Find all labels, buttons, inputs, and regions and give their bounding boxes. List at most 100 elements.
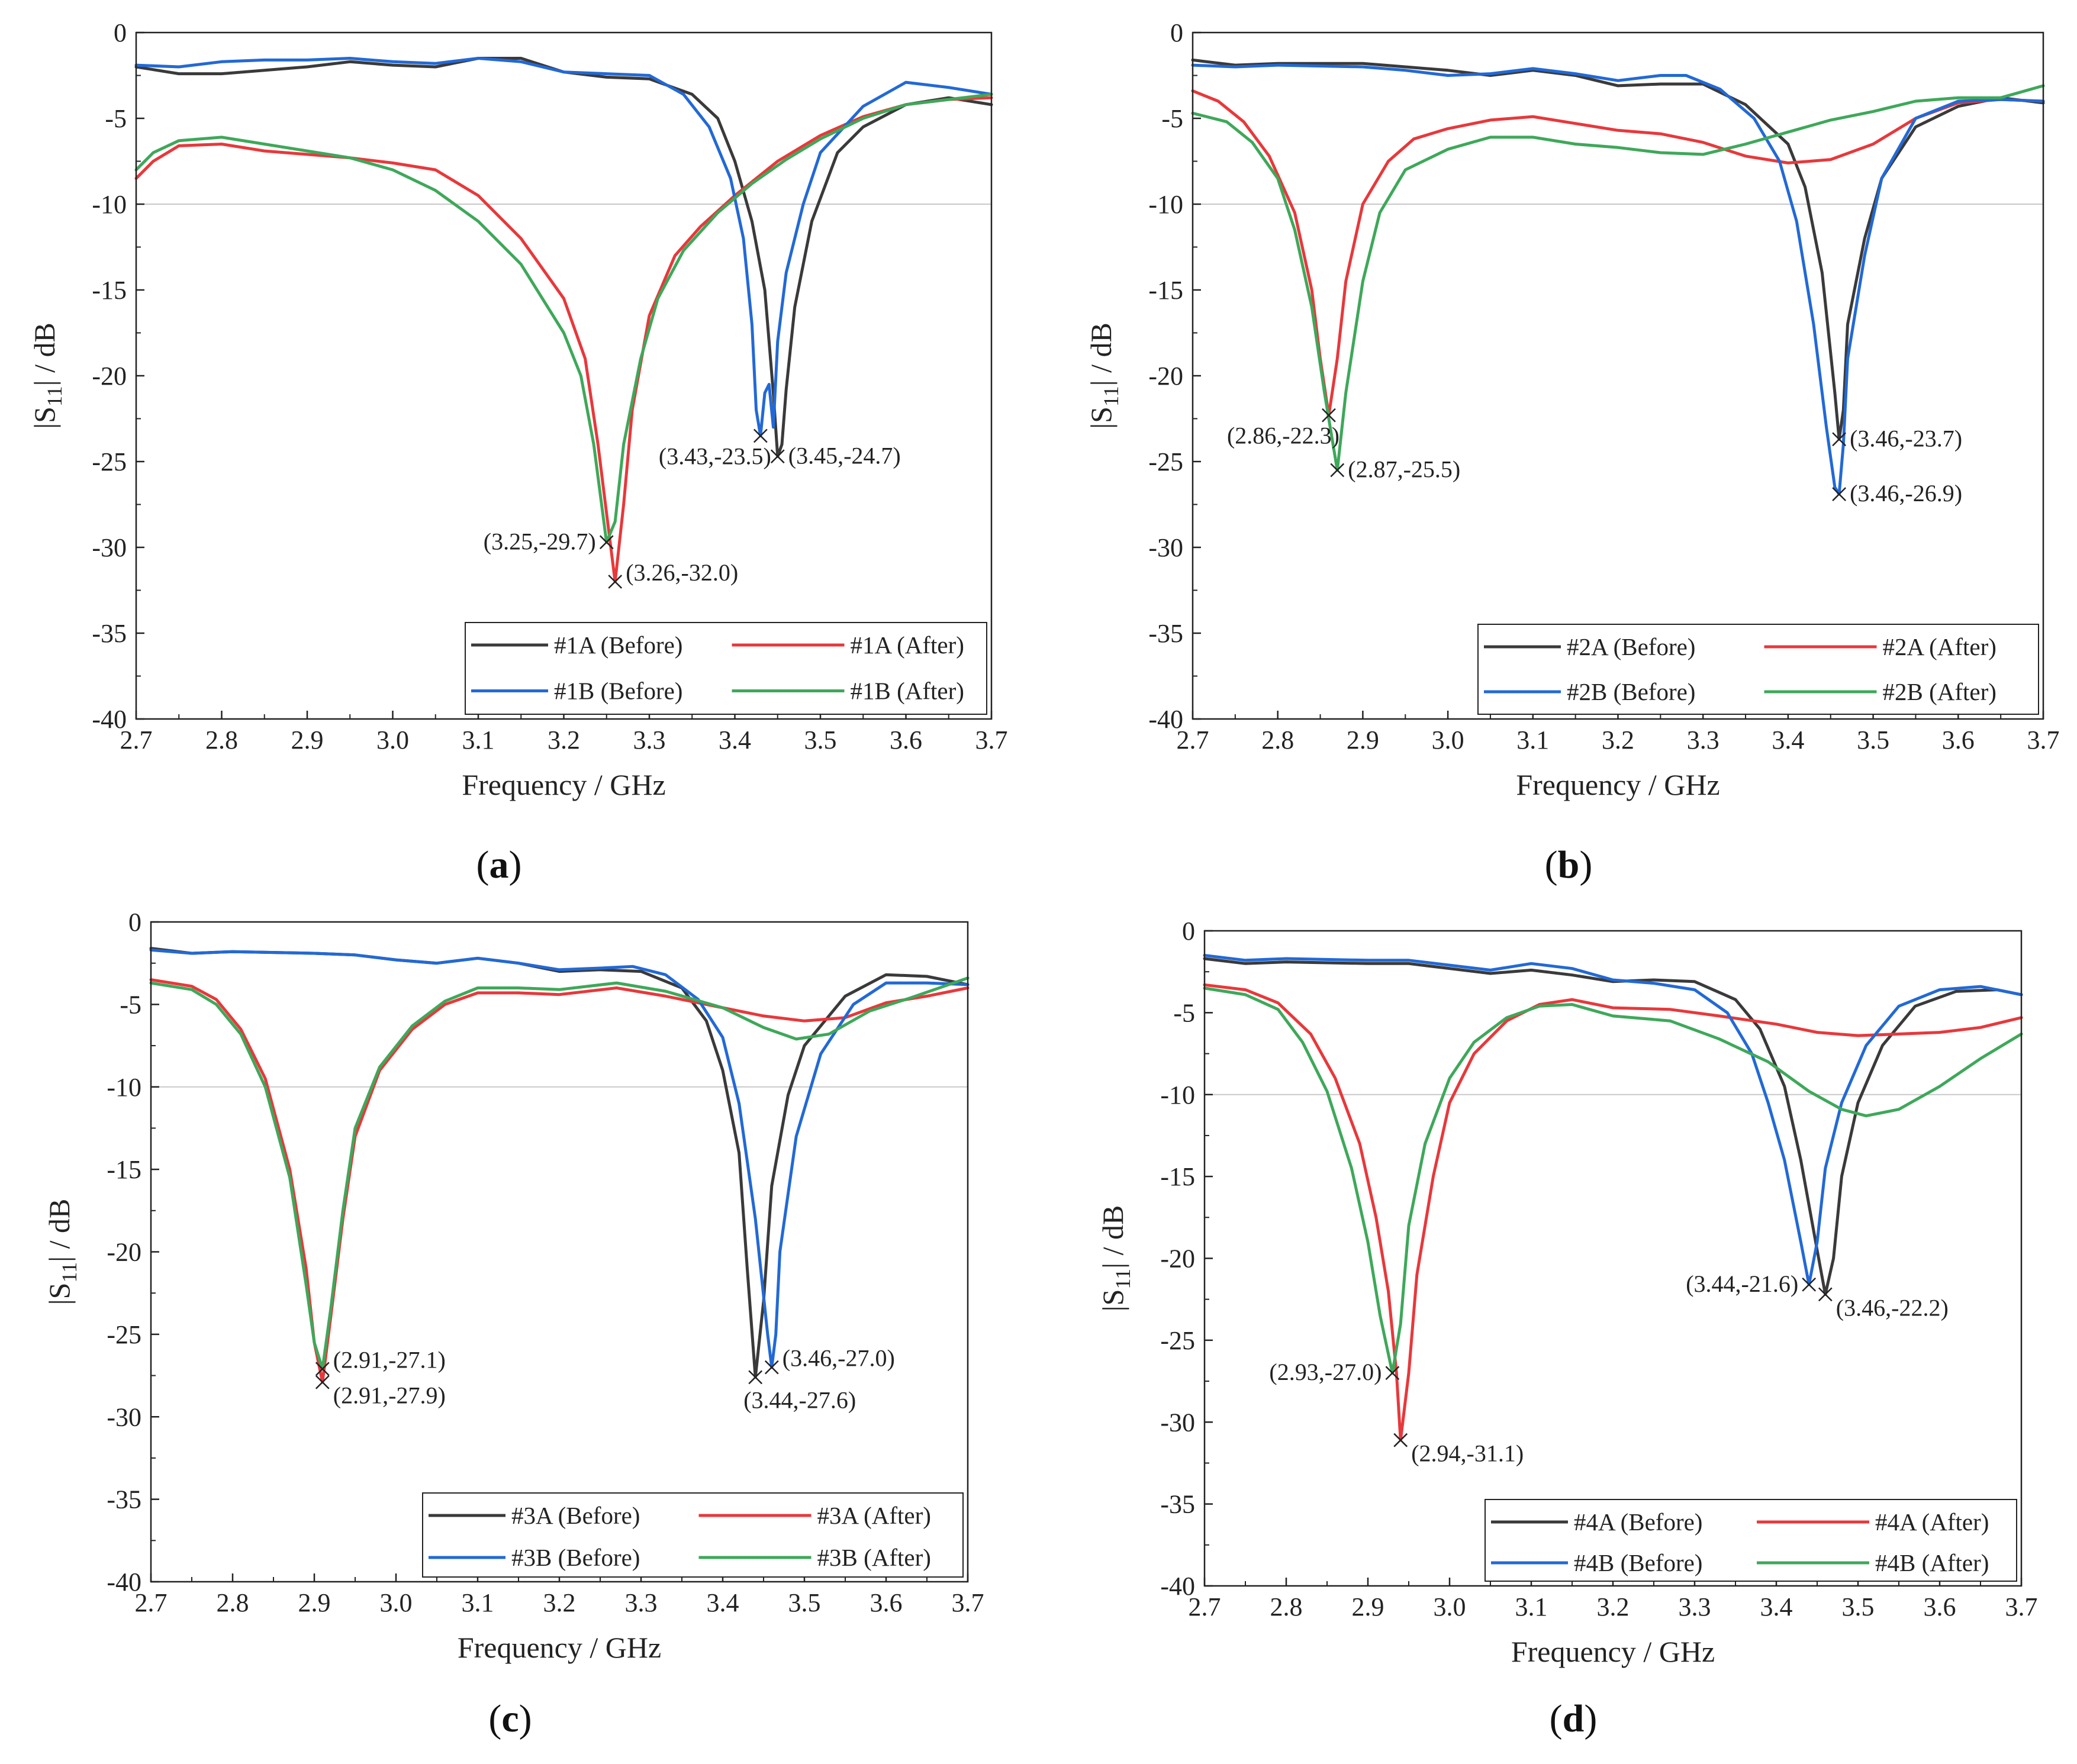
series-line-4 [1203,986,2023,1375]
x-tick-label: 2.9 [298,1588,331,1617]
chart-panel-d: 2.7 2.8 2.9 3.0 3.1 3.2 3.3 3.4 3.5 3.6 3.7 0 -5 -10 -… [1096,917,2038,1668]
chart-panel-b: 2.7 2.8 2.9 3.0 3.1 3.2 3.3 3.4 3.5 3.6 3.7 0 -5 -10 -… [1084,18,2060,801]
chart-panel-c: 2.7 2.8 2.9 3.0 3.1 3.2 3.3 3.4 3.5 3.6 3.7 0 -5 -10 -… [43,908,984,1664]
legend-box [1485,1499,2017,1582]
y-axis-label: |S11| / dB [1096,1205,1135,1312]
peak-annotation: (3.46,-22.2) [1836,1294,1949,1321]
x-tick-label: 3.2 [1602,725,1634,754]
legend-entry: #2B (Before) [1567,678,1695,705]
legend-entry: #4B (After) [1875,1549,1989,1576]
plot-frame [1203,930,2023,1587]
series-line-1 [1203,957,2023,1296]
series-line-2 [134,96,993,583]
x-tick-label: 3.7 [2027,725,2060,754]
series-line-4 [134,92,993,544]
legend-entry: #3B (After) [817,1544,931,1571]
y-tick-label: -35 [107,1485,141,1514]
legend-entry: #3A (After) [817,1502,931,1529]
marker-x-icon [1832,432,1847,447]
y-tick-label: 0 [128,908,141,937]
x-tick-label: 3.4 [707,1588,739,1617]
legend-entry: #1B (After) [851,678,964,705]
y-axis-label: |S11| / dB [43,1199,81,1305]
marker-x-icon [753,428,768,443]
y-tick-label: -35 [1148,619,1183,648]
x-tick-label: 2.7 [1177,725,1209,754]
y-tick-label: -15 [1148,276,1183,305]
x-tick-label: 3.3 [633,725,666,754]
y-tick-label: -5 [1161,104,1183,133]
plot-frame [150,921,969,1583]
legend: #4A (Before) #4A (After) #4B (Before) #4B (… [1485,1499,2017,1582]
y-tick-label: -10 [92,190,127,219]
panel-label: (c) [488,1697,532,1740]
peak-annotation: (3.46,-26.9) [1850,480,1962,507]
x-tick-label: 3.2 [543,1588,576,1617]
marker-x-icon [1832,487,1847,501]
series-line-1 [149,947,970,1379]
x-tick-label: 3.1 [462,1588,494,1617]
x-tick-label: 3.4 [719,725,751,754]
x-tick-label: 2.9 [291,725,324,754]
x-tick-label: 2.7 [1189,1592,1221,1621]
x-tick-label: 3.5 [788,1588,821,1617]
peak-annotation: (2.87,-25.5) [1348,456,1460,483]
peak-annotation: (3.43,-23.5) [659,443,771,470]
y-tick-label: -25 [107,1320,141,1349]
marker-x-icon [1385,1366,1400,1381]
legend: #3A (Before) #3A (After) #3B (Before) #3B (… [422,1492,964,1578]
y-tick-label: -15 [92,276,127,305]
y-tick-label: -35 [1160,1490,1195,1519]
marker-x-icon [1393,1433,1408,1447]
legend-entry: #2A (Before) [1567,633,1695,660]
x-tick-label: 3.2 [548,725,580,754]
peak-annotation: (3.46,-23.7) [1850,425,1962,452]
marker-x-icon [764,1360,779,1375]
x-tick-label: 3.6 [890,725,922,754]
legend-entry: #1B (Before) [554,678,682,705]
plot-frame [1192,31,2044,720]
x-tick-label: 2.9 [1347,725,1379,754]
marker-x-icon [599,535,614,550]
y-tick-label: -25 [92,447,127,476]
panel-label: (b) [1545,843,1593,886]
x-tick-label: 3.0 [376,725,409,754]
peak-annotation: (3.44,-27.6) [743,1386,856,1413]
peak-annotation: (2.86,-22.3) [1227,423,1339,449]
peak-annotation: (3.26,-32.0) [626,559,738,586]
series-line-2 [1203,983,2023,1442]
x-tick-label: 3.4 [1772,725,1804,754]
x-axis-label: Frequency / GHz [1511,1635,1715,1668]
marker-x-icon [770,449,785,464]
x-tick-label: 3.7 [2005,1592,2038,1621]
x-tick-label: 3.5 [804,725,837,754]
panel-label: (a) [476,843,522,886]
y-tick-label: -40 [1160,1572,1195,1601]
x-axis-label: Frequency / GHz [458,1631,661,1664]
x-tick-label: 2.8 [205,725,238,754]
y-tick-label: -30 [92,533,127,562]
x-tick-label: 2.7 [135,1588,168,1617]
legend-box [422,1492,964,1578]
legend: #2A (Before) #2A (After) #2B (Before) #2B (… [1477,624,2039,715]
marker-x-icon [315,1375,330,1389]
peak-annotation: (3.45,-24.7) [788,442,901,469]
peak-annotation: (3.46,-27.0) [783,1345,895,1372]
y-tick-label: -20 [1148,362,1183,391]
series-line-4 [149,976,970,1370]
x-tick-label: 3.0 [1432,725,1464,754]
y-tick-label: -30 [107,1402,141,1431]
peak-annotation: (2.93,-27.0) [1269,1359,1382,1385]
y-tick-label: -40 [92,705,127,734]
legend-entry: #2A (After) [1883,633,1997,660]
legend-entry: #4A (After) [1875,1508,1989,1536]
x-tick-label: 2.7 [120,725,153,754]
marker-x-icon [748,1370,763,1385]
y-tick-label: 0 [1170,18,1183,47]
x-tick-label: 2.8 [1270,1592,1303,1621]
y-axis-label: |S11| / dB [28,323,66,429]
y-tick-label: -5 [105,104,127,133]
marker-x-icon [1802,1277,1817,1292]
x-tick-label: 2.8 [217,1588,249,1617]
y-tick-label: -35 [92,619,127,648]
